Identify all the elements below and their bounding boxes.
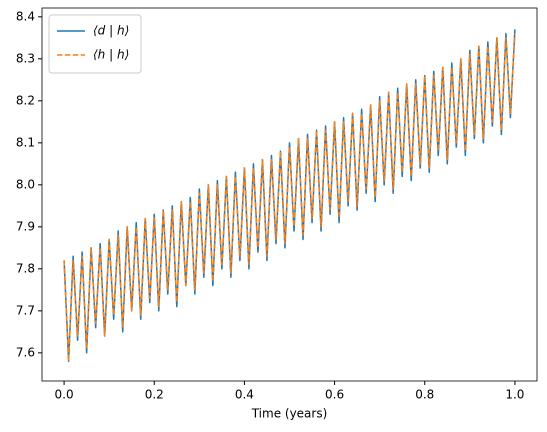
y-tick-label: 8.3 xyxy=(16,51,35,65)
x-tick-label: 0.4 xyxy=(235,388,254,402)
x-tick-label: 0.8 xyxy=(415,388,434,402)
y-tick-label: 8.4 xyxy=(16,9,35,23)
y-tick-label: 7.9 xyxy=(16,219,35,233)
x-axis-label: Time (years) xyxy=(251,407,328,421)
x-tick-label: 0.2 xyxy=(145,388,164,402)
legend-label: ⟨h | h⟩ xyxy=(93,48,129,62)
y-tick-label: 7.7 xyxy=(16,303,35,317)
y-tick-label: 8.0 xyxy=(16,177,35,191)
series-line xyxy=(63,33,516,363)
x-tick-label: 0.6 xyxy=(325,388,344,402)
x-tick-label: 1.0 xyxy=(505,388,524,402)
plot-frame xyxy=(41,7,538,382)
x-tick-label: 0.0 xyxy=(55,388,74,402)
y-tick-label: 8.2 xyxy=(16,93,35,107)
legend-label: ⟨d | h⟩ xyxy=(93,24,129,38)
y-tick-label: 7.6 xyxy=(16,345,35,359)
y-tick-label: 7.8 xyxy=(16,261,35,275)
y-tick-label: 8.1 xyxy=(16,135,35,149)
legend-box xyxy=(48,14,142,74)
